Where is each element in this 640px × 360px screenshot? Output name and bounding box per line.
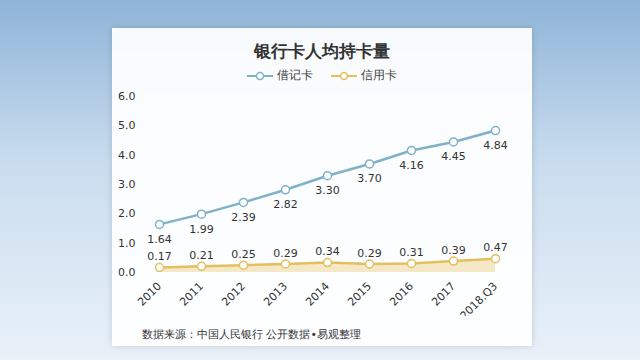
svg-text:6.0: 6.0 xyxy=(118,90,136,103)
svg-text:2010: 2010 xyxy=(135,280,164,309)
svg-text:0.17: 0.17 xyxy=(147,250,172,263)
svg-text:0.39: 0.39 xyxy=(441,244,466,257)
svg-text:3.70: 3.70 xyxy=(357,172,382,185)
svg-text:2012: 2012 xyxy=(219,280,248,309)
svg-text:0.29: 0.29 xyxy=(357,247,382,260)
svg-text:1.64: 1.64 xyxy=(147,233,172,246)
svg-text:4.45: 4.45 xyxy=(441,150,466,163)
html-text:信用卡: 信用卡 xyxy=(361,68,397,82)
html-text:数据来源：中国人民银行 公开数据•易观整理: 数据来源：中国人民银行 公开数据•易观整理 xyxy=(142,328,361,341)
svg-text:0.21: 0.21 xyxy=(189,249,214,262)
svg-text:1.99: 1.99 xyxy=(189,223,214,236)
svg-text:2017: 2017 xyxy=(429,280,458,309)
svg-text:0.0: 0.0 xyxy=(118,266,136,279)
svg-text:2018.Q3: 2018.Q3 xyxy=(458,280,501,316)
svg-text:2011: 2011 xyxy=(177,280,206,309)
svg-text:0.25: 0.25 xyxy=(231,248,256,261)
svg-text:0.34: 0.34 xyxy=(315,245,340,258)
svg-text:2016: 2016 xyxy=(387,280,416,309)
svg-text:2015: 2015 xyxy=(345,280,374,309)
svg-text:2.0: 2.0 xyxy=(118,207,136,220)
svg-text:5.0: 5.0 xyxy=(118,119,136,132)
svg-text:4.16: 4.16 xyxy=(399,159,424,172)
svg-text:1.0: 1.0 xyxy=(118,237,136,250)
svg-text:2.39: 2.39 xyxy=(231,211,256,224)
html-text:银行卡人均持卡量: 银行卡人均持卡量 xyxy=(254,41,390,61)
svg-text:4.84: 4.84 xyxy=(483,139,508,152)
svg-text:4.0: 4.0 xyxy=(118,149,136,162)
svg-text:0.31: 0.31 xyxy=(399,246,424,259)
svg-text:0.29: 0.29 xyxy=(273,247,298,260)
svg-text:0.47: 0.47 xyxy=(483,241,508,254)
svg-text:2.82: 2.82 xyxy=(273,198,298,211)
svg-text:2013: 2013 xyxy=(261,280,290,309)
svg-text:2014: 2014 xyxy=(303,280,332,309)
svg-text:3.0: 3.0 xyxy=(118,178,136,191)
svg-text:3.30: 3.30 xyxy=(315,184,340,197)
html-text:借记卡: 借记卡 xyxy=(277,68,313,82)
